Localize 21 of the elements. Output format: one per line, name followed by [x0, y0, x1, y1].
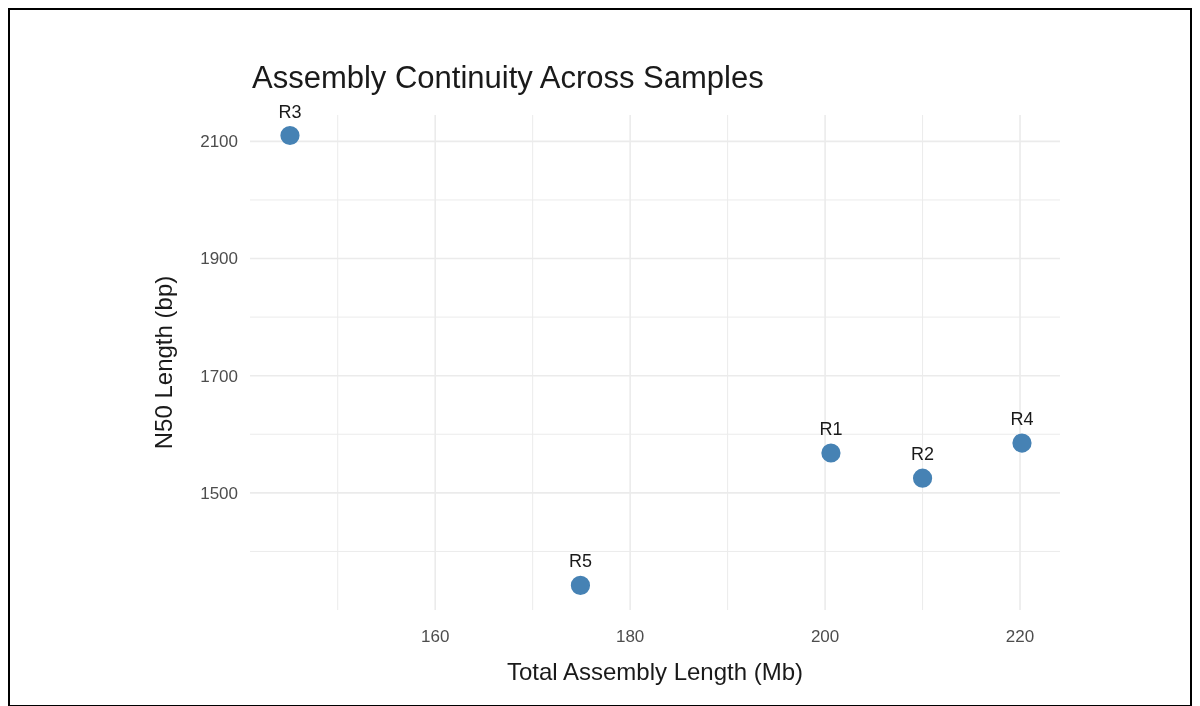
- y-tick-label: 1500: [200, 483, 238, 503]
- y-tick-label: 1700: [200, 366, 238, 386]
- point: [1012, 433, 1032, 453]
- annotation: R2: [911, 444, 935, 465]
- x-tick-label: 220: [1005, 627, 1035, 646]
- annotation: R4: [1010, 409, 1034, 430]
- x-tick-label: 160: [421, 627, 450, 646]
- x-axis-title: Total Assembly Length (Mb): [506, 658, 804, 685]
- y-tick-label: 2100: [200, 132, 238, 152]
- annotation: R3: [278, 101, 302, 122]
- annotation: R5: [568, 551, 592, 572]
- point: [821, 443, 841, 463]
- point: [912, 468, 933, 488]
- point: [280, 125, 300, 146]
- annotation: R1: [819, 419, 843, 440]
- y-tick-label: 1900: [200, 249, 238, 269]
- y-axis-title: N50 Length (bp): [150, 275, 177, 450]
- x-tick-label: 180: [615, 627, 645, 646]
- x-tick-label: 200: [810, 627, 840, 646]
- point: [570, 575, 591, 595]
- chart-title: Assembly Continuity Across Samples: [252, 60, 764, 95]
